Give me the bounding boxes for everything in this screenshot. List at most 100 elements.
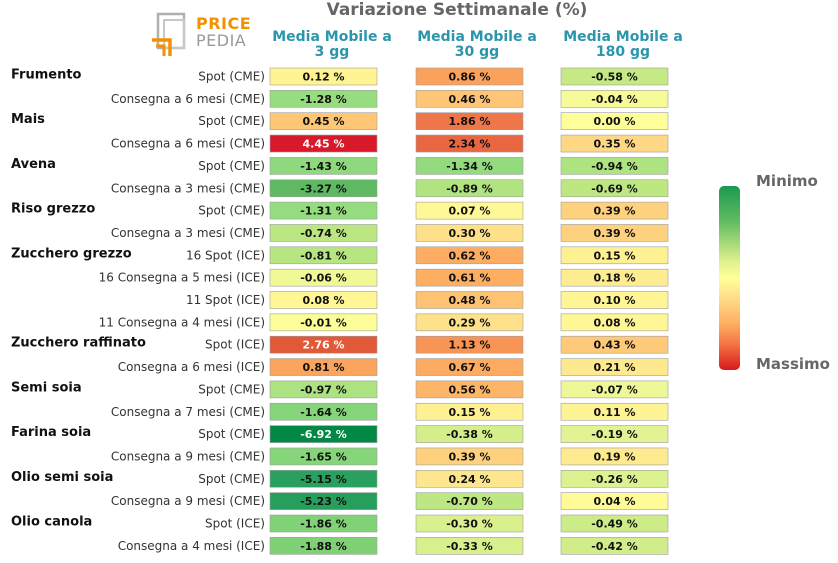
row-label: Consegna a 3 mesi (CME) <box>111 181 265 195</box>
heatmap-cell <box>560 514 669 533</box>
row-label: 16 Spot (ICE) <box>186 248 265 262</box>
cell-value-label: 0.10 % <box>594 294 636 307</box>
cell-value-label: 0.62 % <box>449 249 491 262</box>
cell-value-label: -0.49 % <box>591 518 638 531</box>
cell-value-label: 0.29 % <box>449 316 491 329</box>
heatmap-cell <box>415 425 524 443</box>
heatmap-cell <box>560 291 669 309</box>
cell-value-label: 0.61 % <box>449 272 491 285</box>
heatmap-cell <box>415 447 524 466</box>
heatmap-cell <box>415 179 524 198</box>
cell-value-label: -0.26 % <box>591 473 638 486</box>
cell-value-label: -0.74 % <box>300 227 347 240</box>
cell-value-label: -1.65 % <box>300 450 347 463</box>
cell-value-label: -1.31 % <box>300 205 347 218</box>
cell-value-label: 0.48 % <box>449 294 491 307</box>
heatmap-cell <box>560 246 669 265</box>
cell-value-label: -0.19 % <box>591 428 638 441</box>
heatmap-cell <box>415 514 524 533</box>
heatmap-cell <box>560 201 669 220</box>
cell-value-label: 0.81 % <box>303 361 345 374</box>
heatmap-cell <box>269 112 378 130</box>
heatmap-cell <box>415 492 524 510</box>
heatmap-cell <box>269 402 378 421</box>
heatmap-cell <box>269 90 378 108</box>
cell-value-label: -1.28 % <box>300 93 347 106</box>
cell-value-label: 0.39 % <box>594 227 636 240</box>
group-label: Farina soia <box>11 425 91 440</box>
heatmap-cell <box>560 179 669 198</box>
group-label: Olio semi soia <box>11 470 113 485</box>
cell-value-label: -0.38 % <box>446 428 493 441</box>
chart-title: Variazione Settimanale (%) <box>326 0 588 20</box>
cell-value-label: 2.34 % <box>449 138 491 151</box>
row-label: Consegna a 6 mesi (CME) <box>111 92 265 106</box>
heatmap-cell <box>269 537 378 555</box>
heatmap-cell <box>560 402 669 421</box>
row-label: Spot (CME) <box>198 70 265 84</box>
heatmap-cell <box>269 157 378 175</box>
group-label: Frumento <box>11 68 82 83</box>
group-label: Riso grezzo <box>11 202 95 217</box>
heatmap-cell <box>415 157 524 175</box>
group-label: Olio canola <box>11 515 92 530</box>
legend-min-label: Minimo <box>756 172 818 190</box>
logo-mark-icon <box>152 12 186 56</box>
row-label: 11 Spot (ICE) <box>186 293 265 307</box>
heatmap-cell <box>560 425 669 443</box>
logo-word-pedia: PEDIA <box>196 31 247 50</box>
cell-value-label: -0.06 % <box>300 272 347 285</box>
cell-value-label: -0.33 % <box>446 540 493 553</box>
heatmap-cell <box>269 380 378 399</box>
cell-value-label: -0.97 % <box>300 383 347 396</box>
group-label: Semi soia <box>11 380 82 395</box>
heatmap-cell <box>560 380 669 399</box>
cell-value-label: 0.56 % <box>449 383 491 396</box>
cell-value-label: 0.04 % <box>594 495 636 508</box>
row-label: Consegna a 4 mesi (ICE) <box>118 539 265 553</box>
group-label: Zucchero grezzo <box>11 246 132 261</box>
heatmap-cell <box>269 268 378 287</box>
row-label: Spot (CME) <box>198 382 265 396</box>
cell-value-label: -1.34 % <box>446 160 493 173</box>
cell-value-label: 0.46 % <box>449 93 491 106</box>
heatmap-cell <box>269 514 378 533</box>
heatmap-cell <box>560 492 669 510</box>
cell-value-label: 0.67 % <box>449 361 491 374</box>
heatmap-cell <box>560 447 669 466</box>
row-label: Spot (ICE) <box>205 517 265 531</box>
cell-value-label: -1.64 % <box>300 406 347 419</box>
cell-value-label: -0.70 % <box>446 495 493 508</box>
color-scale-legend <box>719 186 740 370</box>
row-label: Consegna a 9 mesi (CME) <box>111 494 265 508</box>
column-header-3gg: Media Mobile a 3 gg <box>272 29 392 60</box>
logo-word-price: PRICE <box>196 14 252 33</box>
cell-value-label: 4.45 % <box>303 138 345 151</box>
row-label: Spot (ICE) <box>205 338 265 352</box>
cell-value-label: -1.88 % <box>300 540 347 553</box>
heatmap-cell <box>415 402 524 421</box>
cell-value-label: -1.43 % <box>300 160 347 173</box>
heatmap-cell <box>269 425 378 443</box>
heatmap-cell <box>269 201 378 220</box>
heatmap-cell <box>269 67 378 86</box>
heatmap-cell <box>560 112 669 130</box>
cell-value-label: 2.76 % <box>303 339 345 352</box>
cell-value-label: -0.30 % <box>446 518 493 531</box>
cell-value-label: 0.11 % <box>594 406 636 419</box>
heatmap-cell <box>560 67 669 86</box>
cell-value-label: -0.42 % <box>591 540 638 553</box>
cell-value-label: 0.35 % <box>594 138 636 151</box>
group-label: Avena <box>11 157 56 172</box>
row-label: Spot (CME) <box>198 472 265 486</box>
column-header-30gg: Media Mobile a 30 gg <box>417 29 537 60</box>
heatmap-cell <box>269 469 378 488</box>
group-label: Mais <box>11 112 45 127</box>
heatmap-cell <box>415 358 524 376</box>
cell-value-label: -0.07 % <box>591 383 638 396</box>
row-label: Spot (CME) <box>198 204 265 218</box>
heatmap-cell <box>269 179 378 198</box>
row-label: Consegna a 6 mesi (CME) <box>111 137 265 151</box>
cell-value-label: -0.04 % <box>591 93 638 106</box>
